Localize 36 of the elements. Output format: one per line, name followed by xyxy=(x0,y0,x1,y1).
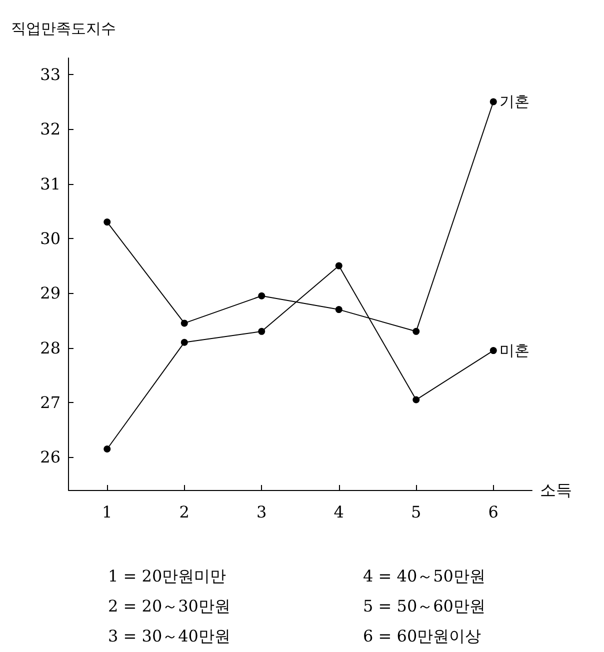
point xyxy=(180,320,188,327)
x-tick-label: 5 xyxy=(411,502,422,522)
point xyxy=(258,328,266,335)
y-tick-label: 26 xyxy=(40,448,60,467)
series-label: 기혼 xyxy=(499,92,530,111)
y-tick-label: 28 xyxy=(40,338,60,358)
text: 2 = 20～30만원 xyxy=(108,596,230,616)
x-axis-title: 소득 xyxy=(540,480,572,500)
point xyxy=(335,306,342,314)
point xyxy=(180,338,188,346)
x-tick-label: 6 xyxy=(488,502,498,522)
text: 1 = 20만원미만 xyxy=(108,566,226,586)
text: 6 = 60만원이상 xyxy=(363,626,482,646)
y-axis-title: 직업만족도지수 xyxy=(11,20,116,38)
y-tick-label: 29 xyxy=(40,284,60,303)
point xyxy=(412,396,420,404)
text: 4 = 40～50만원 xyxy=(363,566,486,586)
point xyxy=(490,347,497,354)
point xyxy=(490,98,497,106)
x-tick-label: 2 xyxy=(179,502,190,522)
x-tick-label: 3 xyxy=(256,502,267,522)
text: 3 = 30～40만원 xyxy=(108,626,230,646)
y-tick-label: 31 xyxy=(40,174,60,194)
y-tick-label: 33 xyxy=(40,64,60,84)
y-tick-label: 27 xyxy=(40,393,60,412)
x-tick-label: 1 xyxy=(102,502,112,522)
point xyxy=(412,328,420,335)
series-label: 미혼 xyxy=(499,342,530,360)
point xyxy=(258,292,266,300)
x-tick-label: 4 xyxy=(334,502,344,522)
point xyxy=(104,218,111,226)
point xyxy=(335,262,342,270)
y-tick-label: 30 xyxy=(40,228,60,248)
y-tick-label: 32 xyxy=(40,120,60,139)
point xyxy=(104,445,111,452)
text: 5 = 50～60만원 xyxy=(363,596,486,616)
